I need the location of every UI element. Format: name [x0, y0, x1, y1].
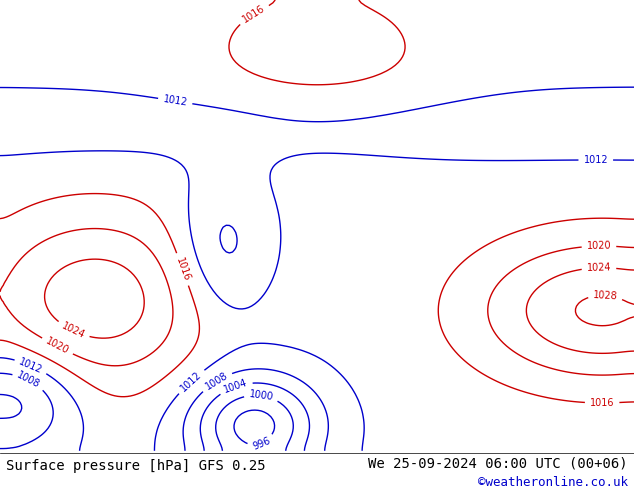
Text: We 25-09-2024 06:00 UTC (00+06): We 25-09-2024 06:00 UTC (00+06)	[368, 456, 628, 470]
Text: ©weatheronline.co.uk: ©weatheronline.co.uk	[477, 476, 628, 489]
Text: 1024: 1024	[586, 263, 611, 273]
Text: 1012: 1012	[18, 356, 44, 375]
Text: 1020: 1020	[586, 241, 611, 251]
Text: 1004: 1004	[223, 378, 249, 395]
Text: 1008: 1008	[15, 370, 42, 391]
Text: 1028: 1028	[593, 290, 618, 301]
Text: 1012: 1012	[179, 369, 204, 393]
Text: 1008: 1008	[204, 370, 230, 392]
Text: 1012: 1012	[583, 155, 608, 165]
Text: 1016: 1016	[174, 256, 191, 283]
Text: 996: 996	[251, 435, 271, 451]
Text: 1016: 1016	[590, 398, 614, 408]
Text: 1000: 1000	[249, 389, 274, 402]
Text: 1020: 1020	[44, 336, 70, 356]
Text: Surface pressure [hPa] GFS 0.25: Surface pressure [hPa] GFS 0.25	[6, 459, 266, 472]
Text: 1012: 1012	[162, 94, 188, 108]
Text: 1016: 1016	[241, 3, 267, 25]
Text: 1024: 1024	[60, 321, 86, 341]
